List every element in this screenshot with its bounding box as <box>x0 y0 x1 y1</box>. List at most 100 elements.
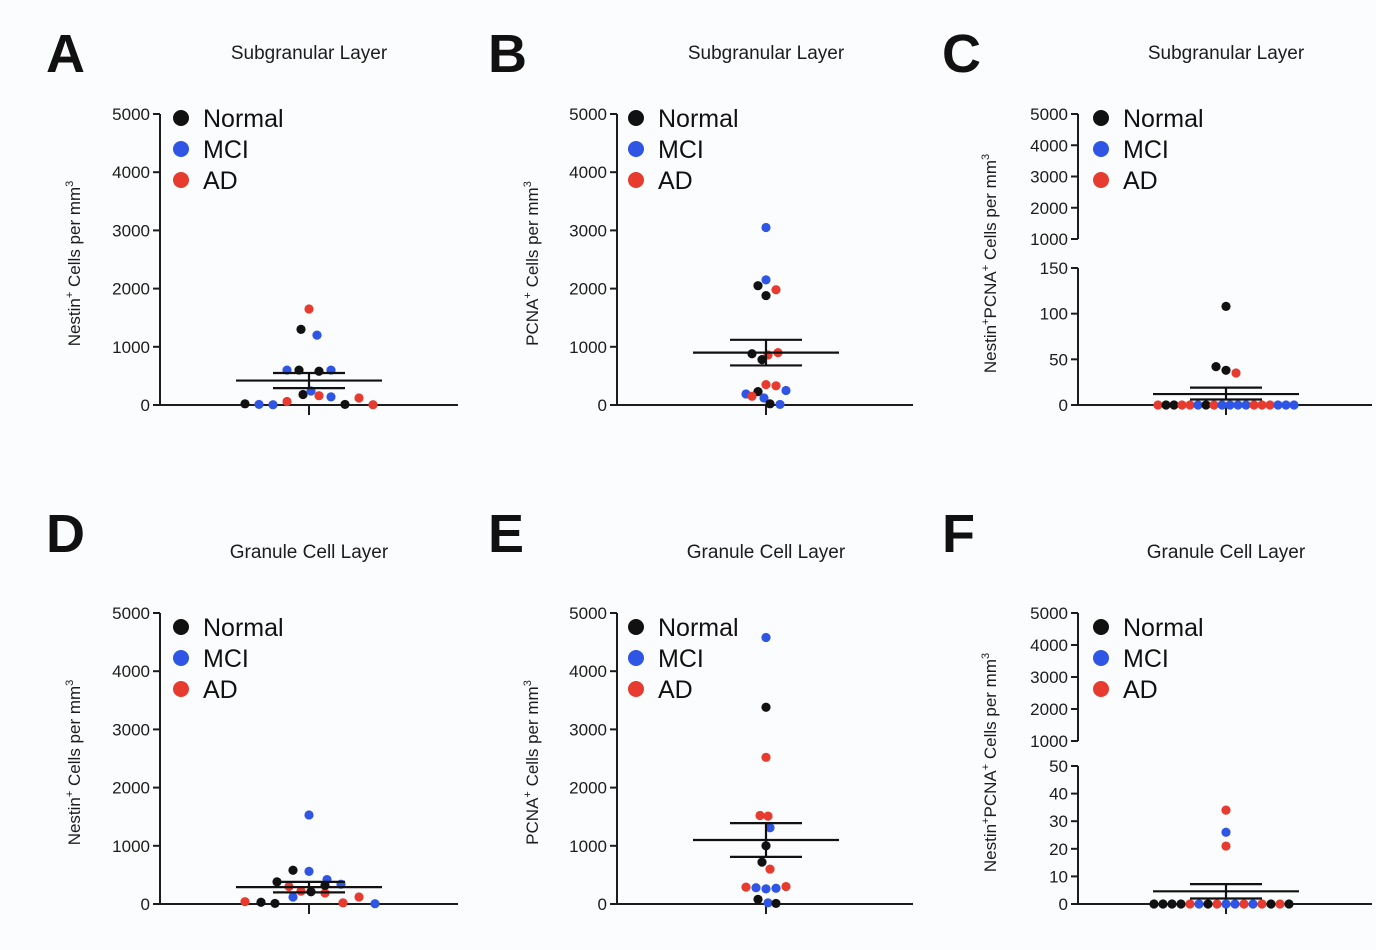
legend-marker-ad <box>628 681 644 697</box>
y-tick-label: 4000 <box>569 163 607 182</box>
legend-marker-ad <box>1093 172 1109 188</box>
panel-e: E Granule Cell Layer 0 1000 2000 3000 4000 5000… <box>488 504 913 914</box>
legend-label: AD <box>203 676 238 704</box>
panel-letter: A <box>46 24 85 84</box>
data-point-mci <box>1248 899 1258 909</box>
panel-f: F Granule Cell Layer 1000 2000 3000 4000 5000 0… <box>942 504 1372 914</box>
data-point-normal <box>1221 365 1231 375</box>
data-point-ad <box>1185 899 1195 909</box>
data-point-ad <box>1209 400 1219 410</box>
y-tick-label: 4000 <box>1030 136 1068 155</box>
panel-letter: E <box>488 504 524 564</box>
data-point-mci <box>763 898 773 908</box>
panel-title: Subgranular Layer <box>231 43 388 64</box>
data-point-ad <box>354 393 364 403</box>
legend-label: Normal <box>1123 614 1204 642</box>
y-axis-label: Nestin+ Cells per mm3 <box>64 181 84 347</box>
y-tick-label: 2000 <box>569 779 607 798</box>
y-tick-label: 1000 <box>112 837 150 856</box>
data-point-ad <box>296 886 306 896</box>
data-point-mci <box>1194 899 1204 909</box>
data-point-normal <box>298 389 308 400</box>
y-tick-label: 5000 <box>112 105 150 124</box>
y-tick-label: 5000 <box>569 105 607 124</box>
panel-b: B Subgranular Layer 0 1000 2000 3000 4000 5000 N… <box>488 24 913 415</box>
panel-c: C Subgranular Layer 1000 2000 3000 4000 5000 0 5… <box>942 24 1372 415</box>
y-tick-label: 0 <box>141 895 150 914</box>
data-point-mci <box>761 275 771 285</box>
data-point-ad <box>314 391 324 401</box>
data-point-normal <box>256 897 266 907</box>
legend-marker-normal <box>1093 110 1109 126</box>
data-point-ad <box>1265 400 1275 410</box>
data-point-normal <box>1167 899 1177 909</box>
data-point-mci <box>765 823 775 833</box>
y-tick-label: 4000 <box>112 662 150 681</box>
y-tick-label: 5000 <box>569 604 607 623</box>
y-axis-label: PCNA+ Cells per mm3 <box>522 680 542 845</box>
legend-marker-ad <box>1093 681 1109 697</box>
data-point-normal <box>757 355 767 365</box>
legend-label: MCI <box>1123 645 1169 673</box>
data-point-ad <box>338 898 348 908</box>
panel-title: Subgranular Layer <box>688 43 845 64</box>
data-point-ad <box>304 304 314 314</box>
legend-label: Normal <box>658 105 739 133</box>
data-point-normal <box>314 366 324 376</box>
data-point-normal <box>765 399 775 409</box>
legend-marker-mci <box>173 141 189 157</box>
data-point-ad <box>1221 841 1231 851</box>
data-point-normal <box>340 399 350 410</box>
data-point-ad <box>741 882 751 892</box>
y-tick-label: 3000 <box>569 221 607 240</box>
y-axis-label: Nestin+PCNA+ Cells per mm3 <box>980 653 1000 872</box>
data-point-mci <box>288 892 298 902</box>
legend-label: Normal <box>203 105 284 133</box>
legend-label: AD <box>1123 167 1158 195</box>
y-axis-label: PCNA+ Cells per mm3 <box>522 181 542 346</box>
y-tick-label: 100 <box>1040 305 1068 324</box>
data-point-mci <box>254 399 264 410</box>
data-point-ad <box>755 810 765 821</box>
data-point-normal <box>1266 899 1276 909</box>
y-tick-label: 0 <box>1059 396 1068 415</box>
data-point-normal <box>1284 899 1294 909</box>
legend-marker-normal <box>628 110 644 126</box>
data-point-normal <box>1211 362 1221 372</box>
data-point-normal <box>1203 899 1213 909</box>
data-point-mci <box>759 393 769 403</box>
data-point-normal <box>771 898 781 909</box>
data-point-mci <box>781 385 791 396</box>
data-point-mci <box>761 884 771 894</box>
panel-letter: D <box>46 504 85 564</box>
y-tick-label: 4000 <box>1030 636 1068 655</box>
legend-label: AD <box>658 676 693 704</box>
y-tick-label: 4000 <box>569 662 607 681</box>
data-point-normal <box>761 290 771 301</box>
y-tick-label: 3000 <box>569 720 607 739</box>
y-tick-label: 1000 <box>112 338 150 357</box>
data-point-mci <box>751 883 761 893</box>
legend-marker-normal <box>173 619 189 635</box>
y-tick-label: 2000 <box>112 779 150 798</box>
legend-label: Normal <box>1123 105 1204 133</box>
data-point-mci <box>761 222 771 233</box>
data-point-mci <box>268 400 278 410</box>
data-point-ad <box>761 380 771 390</box>
panel-letter: B <box>488 24 527 84</box>
y-axis-label: Nestin+ Cells per mm3 <box>64 680 84 846</box>
legend-label: Normal <box>658 614 739 642</box>
data-point-ad <box>1185 400 1195 410</box>
data-point-ad <box>1231 368 1241 378</box>
y-axis-label: Nestin+PCNA+ Cells per mm3 <box>980 154 1000 373</box>
panel-title: Subgranular Layer <box>1148 43 1305 64</box>
data-point-mci <box>304 866 314 877</box>
y-tick-label: 1000 <box>1030 230 1068 249</box>
y-tick-label: 2000 <box>1030 700 1068 719</box>
data-point-mci <box>1225 400 1235 410</box>
data-point-ad <box>1239 899 1249 909</box>
y-tick-label: 10 <box>1049 867 1068 886</box>
y-tick-label: 5000 <box>1030 604 1068 623</box>
y-tick-label: 50 <box>1049 350 1068 369</box>
legend-label: AD <box>1123 676 1158 704</box>
